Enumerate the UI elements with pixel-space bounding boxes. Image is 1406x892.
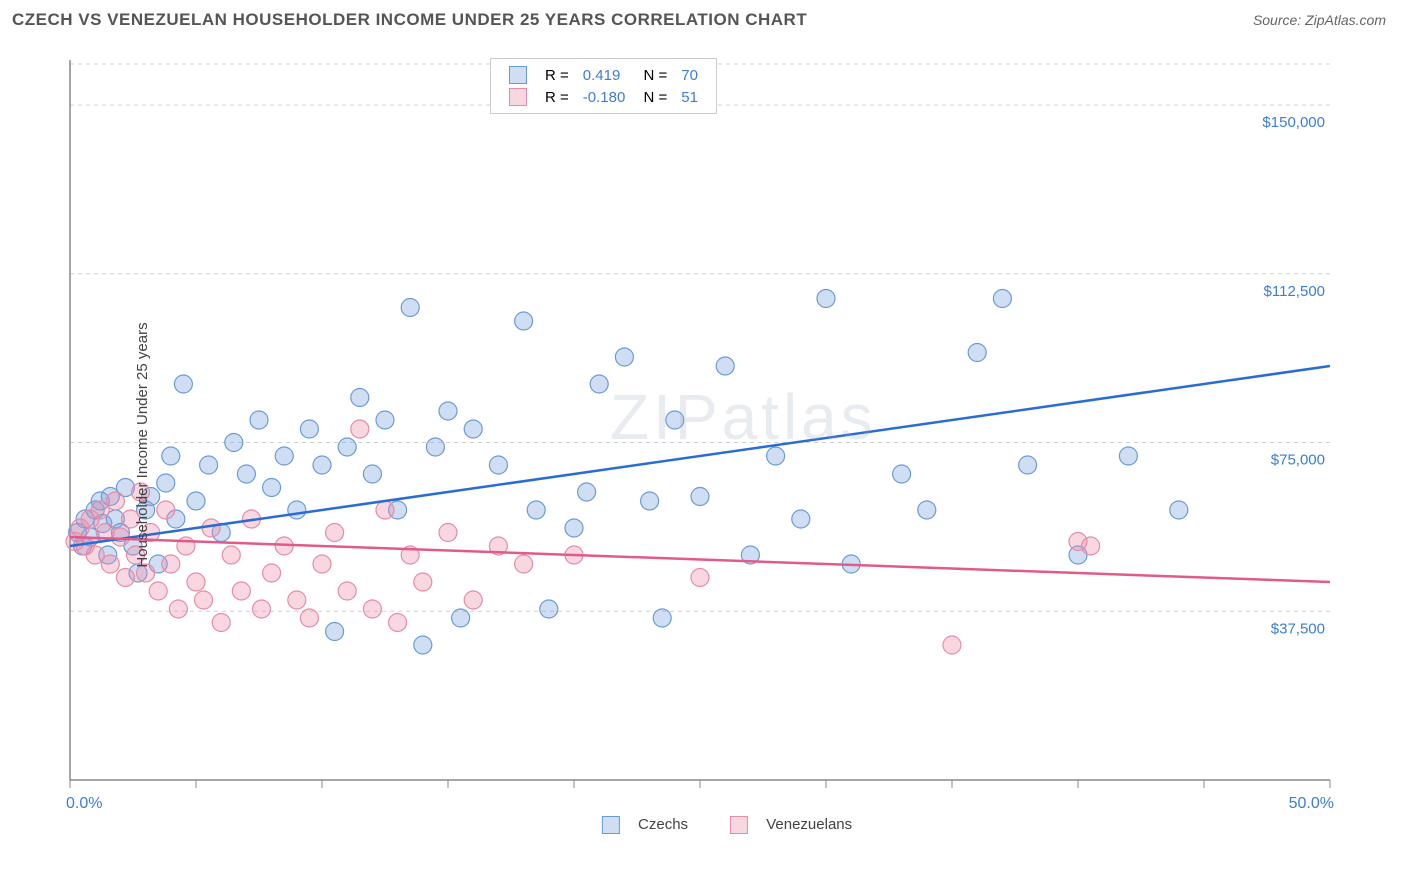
svg-text:$150,000: $150,000 xyxy=(1262,114,1325,131)
stats-legend: R =0.419 N =70 R =-0.180 N =51 xyxy=(490,58,717,114)
y-axis-label: Householder Income Under 25 years xyxy=(134,322,151,567)
svg-text:$37,500: $37,500 xyxy=(1271,620,1325,637)
scatter-chart: $37,500 $75,000 $112,500 $150,000 0.0% 50.0% xyxy=(50,50,1390,840)
svg-text:$75,000: $75,000 xyxy=(1271,452,1325,469)
chart-title: CZECH VS VENEZUELAN HOUSEHOLDER INCOME U… xyxy=(12,10,807,30)
series-legend: Czechs Venezuelans xyxy=(574,816,866,834)
chart-container: Householder Income Under 25 years $37,50… xyxy=(50,50,1390,840)
svg-text:$112,500: $112,500 xyxy=(1264,283,1325,300)
source-label: Source: ZipAtlas.com xyxy=(1253,12,1386,28)
svg-text:50.0%: 50.0% xyxy=(1289,795,1334,812)
svg-text:0.0%: 0.0% xyxy=(66,795,102,812)
